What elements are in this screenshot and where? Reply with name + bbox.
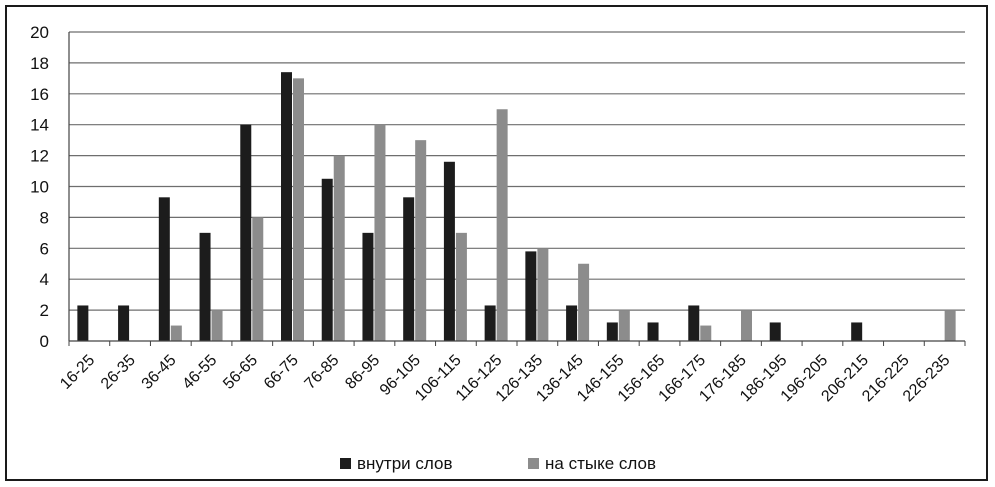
legend-label: внутри слов <box>357 454 452 473</box>
legend-swatch <box>528 458 539 469</box>
bar-inside-words-26-35 <box>118 305 130 341</box>
y-tick-label: 10 <box>30 178 49 197</box>
y-tick-label: 6 <box>40 239 49 258</box>
y-tick-label: 2 <box>40 301 49 320</box>
y-tick-label: 14 <box>30 116 49 135</box>
x-tick-label: 76-85 <box>302 352 343 393</box>
legend-label: на стыке слов <box>545 454 656 473</box>
bar-inside-words-96-105 <box>403 197 415 341</box>
y-tick-label: 4 <box>40 270 49 289</box>
bar-word-junction-166-175 <box>700 325 712 341</box>
bars <box>77 72 956 342</box>
bar-inside-words-136-145 <box>566 305 578 341</box>
bar-word-junction-126-135 <box>537 248 549 341</box>
y-tick-label: 0 <box>40 332 49 351</box>
bar-inside-words-166-175 <box>688 305 700 341</box>
bar-word-junction-146-155 <box>618 310 630 341</box>
legend-swatch <box>340 458 351 469</box>
bar-inside-words-76-85 <box>321 178 333 341</box>
axes <box>68 32 966 346</box>
y-tick-label: 8 <box>40 208 49 227</box>
bar-inside-words-156-165 <box>647 322 659 341</box>
bar-word-junction-176-185 <box>741 310 752 341</box>
y-tick-label: 16 <box>30 85 49 104</box>
bar-inside-words-206-215 <box>851 322 863 341</box>
bar-word-junction-136-145 <box>578 263 590 341</box>
x-tick-label: 66-75 <box>261 352 302 393</box>
y-tick-labels: 0 2 4 6 8 10 12 14 16 18 20 <box>30 23 49 351</box>
bar-inside-words-106-115 <box>443 161 455 341</box>
bar-word-junction-116-125 <box>496 109 508 341</box>
bar-inside-words-36-45 <box>158 197 170 341</box>
x-tick-labels: 16-25 26-35 36-45 46-55 56-65 66-75 76-85 86-95… <box>57 352 953 406</box>
bar-word-junction-46-55 <box>211 310 223 341</box>
bar-word-junction-76-85 <box>333 155 345 341</box>
bar-word-junction-226-235 <box>944 310 956 341</box>
x-tick-label: 16-25 <box>57 352 98 393</box>
bar-inside-words-186-195 <box>769 322 781 341</box>
bar-inside-words-126-135 <box>525 251 537 341</box>
bar-word-junction-56-65 <box>252 217 264 341</box>
bar-inside-words-66-75 <box>281 72 292 342</box>
bar-inside-words-16-25 <box>77 305 89 341</box>
y-tick-label: 12 <box>30 147 49 166</box>
x-tick-label: 36-45 <box>139 352 180 393</box>
bar-inside-words-146-155 <box>606 322 618 341</box>
legend: внутри слов на стыке слов <box>340 454 656 473</box>
y-tick-label: 20 <box>30 23 49 42</box>
x-tick-label: 26-35 <box>98 352 139 393</box>
bar-inside-words-86-95 <box>362 232 374 341</box>
bar-word-junction-106-115 <box>455 232 467 341</box>
x-tick-label: 56-65 <box>220 352 261 393</box>
y-tick-label: 18 <box>30 54 49 73</box>
bar-word-junction-66-75 <box>293 78 304 341</box>
bar-word-junction-86-95 <box>374 124 386 341</box>
bar-inside-words-46-55 <box>199 232 211 341</box>
x-tick-label: 46-55 <box>179 352 220 393</box>
bar-inside-words-56-65 <box>240 124 252 341</box>
bar-word-junction-96-105 <box>415 140 427 341</box>
bar-word-junction-36-45 <box>170 325 182 341</box>
bar-inside-words-116-125 <box>484 305 496 341</box>
